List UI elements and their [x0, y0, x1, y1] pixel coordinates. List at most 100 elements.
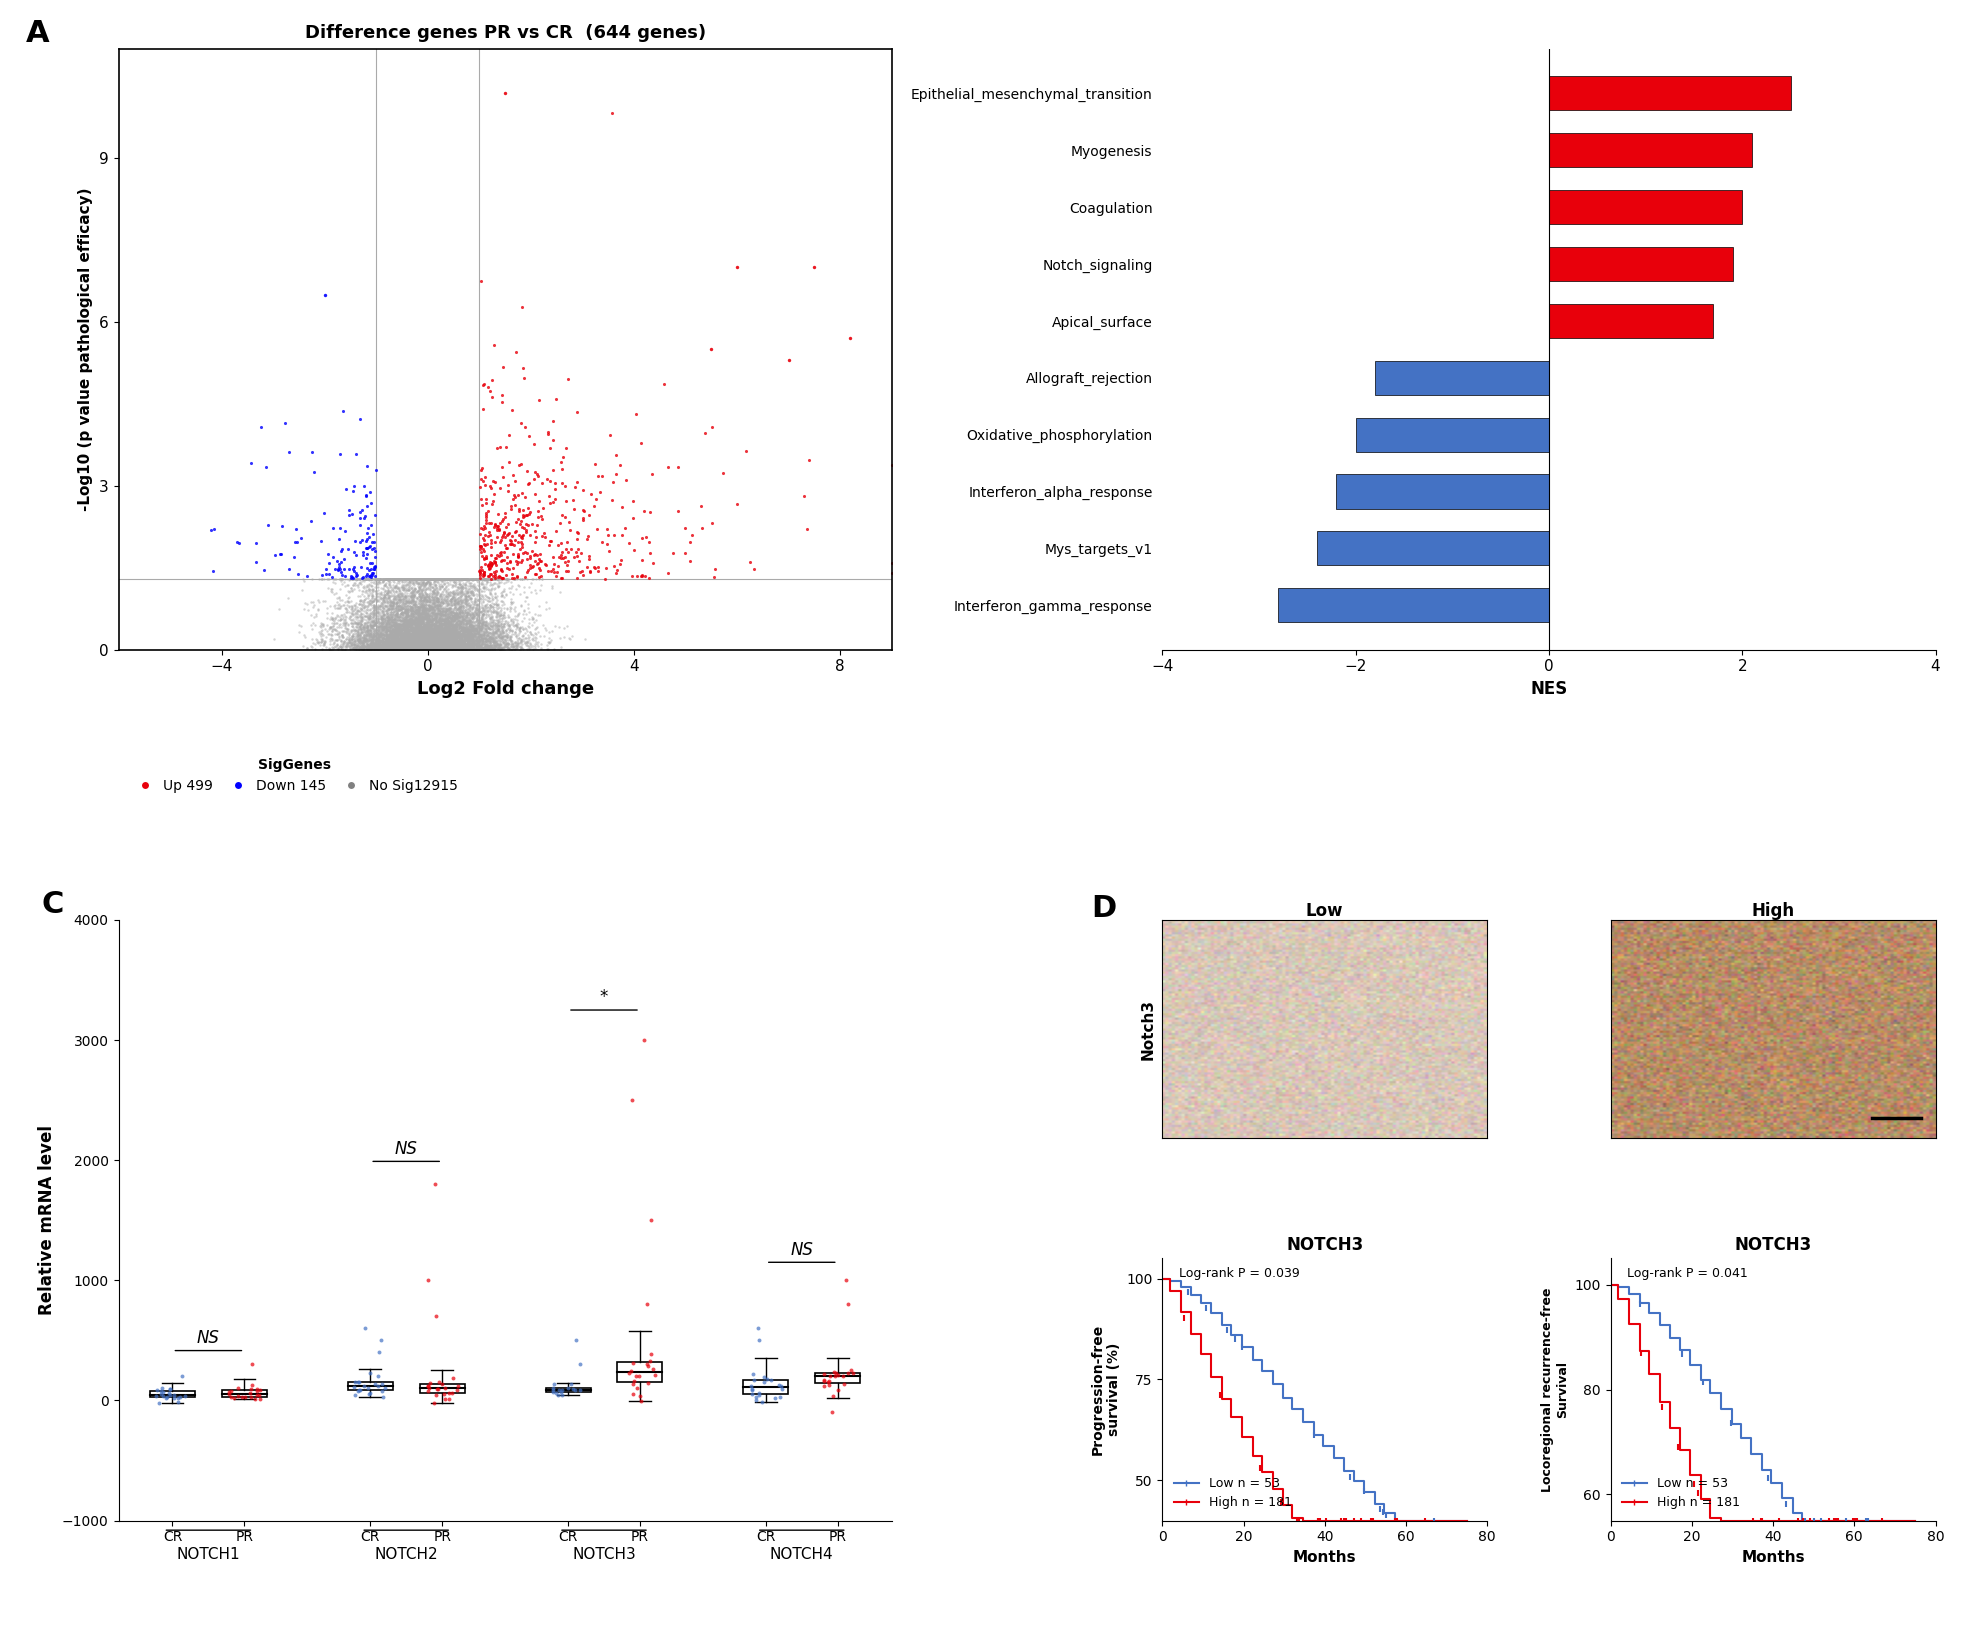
Point	[415, 625, 446, 651]
Point	[417, 611, 448, 638]
Point	[436, 636, 468, 662]
Point	[405, 590, 436, 616]
Point	[389, 584, 421, 610]
Point	[411, 625, 442, 651]
Point	[377, 589, 409, 615]
Point	[411, 634, 442, 661]
Point	[434, 566, 466, 592]
Point	[399, 594, 431, 620]
Point	[438, 608, 470, 634]
Point	[350, 562, 381, 589]
Point	[419, 631, 450, 657]
Point	[383, 626, 415, 652]
Point	[371, 566, 403, 592]
Point	[407, 566, 438, 592]
Point	[363, 636, 395, 662]
Point	[357, 629, 389, 656]
Point	[371, 631, 403, 657]
Point	[425, 611, 456, 638]
Point	[381, 634, 413, 661]
Point	[387, 616, 419, 643]
Point	[452, 566, 484, 592]
Point	[371, 566, 403, 592]
Point	[413, 592, 444, 618]
Point	[413, 629, 444, 656]
Point	[565, 1351, 596, 1377]
Point	[395, 629, 427, 656]
Point	[502, 634, 533, 661]
Point	[389, 613, 421, 639]
Point	[379, 566, 411, 592]
Point	[423, 631, 454, 657]
Point	[425, 621, 456, 647]
Point	[399, 566, 431, 592]
Point	[450, 584, 482, 610]
Point	[373, 566, 405, 592]
Point	[417, 611, 448, 638]
Point	[403, 629, 434, 656]
Point	[391, 566, 423, 592]
Point	[389, 629, 421, 656]
Point	[423, 576, 454, 602]
Point	[403, 633, 434, 659]
Point	[458, 629, 490, 656]
Point	[466, 621, 498, 647]
Point	[334, 566, 365, 592]
Point	[433, 626, 464, 652]
Point	[403, 611, 434, 638]
Point	[514, 471, 545, 497]
Point	[486, 566, 517, 592]
Point	[423, 620, 454, 646]
Point	[403, 634, 434, 661]
Point	[395, 620, 427, 646]
Point	[357, 608, 389, 634]
Point	[395, 610, 427, 636]
Point	[478, 566, 510, 592]
Point	[448, 636, 480, 662]
Point	[348, 626, 379, 652]
Point	[417, 625, 448, 651]
Point	[403, 623, 434, 649]
Point	[417, 597, 448, 623]
Point	[417, 594, 448, 620]
Point	[385, 600, 417, 626]
Point	[401, 629, 433, 656]
Point	[421, 566, 452, 592]
Point	[338, 474, 369, 500]
Point	[533, 558, 565, 584]
Point	[401, 623, 433, 649]
Point	[413, 566, 444, 592]
Point	[369, 629, 401, 656]
Point	[444, 633, 476, 659]
Point	[592, 522, 624, 548]
Point	[377, 590, 409, 616]
Point	[502, 629, 533, 656]
Point	[427, 629, 458, 656]
Point	[419, 625, 450, 651]
Point	[409, 621, 440, 647]
Point	[446, 566, 478, 592]
Point	[377, 625, 409, 651]
Point	[395, 633, 427, 659]
Point	[409, 613, 440, 639]
Point	[365, 590, 397, 616]
Point	[431, 629, 462, 656]
Point	[433, 600, 464, 626]
Point	[514, 636, 545, 662]
Point	[352, 541, 383, 567]
Point	[438, 628, 470, 654]
Point	[328, 608, 359, 634]
Point	[407, 566, 438, 592]
Point	[391, 623, 423, 649]
Point	[367, 620, 399, 646]
Point	[411, 620, 442, 646]
Point	[454, 633, 486, 659]
Point	[427, 607, 458, 633]
Point	[385, 633, 417, 659]
Point	[462, 621, 494, 647]
Point	[375, 623, 407, 649]
Point	[440, 595, 472, 621]
Point	[419, 623, 450, 649]
Point	[399, 623, 431, 649]
Point	[440, 620, 472, 646]
